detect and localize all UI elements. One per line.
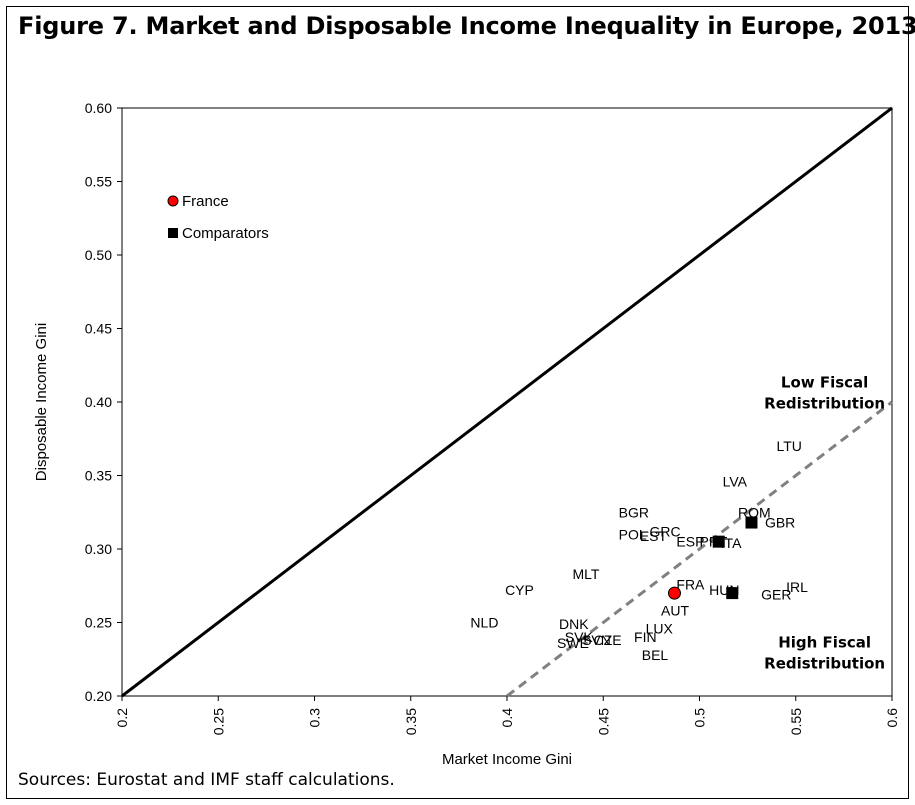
figure-frame bbox=[6, 6, 909, 799]
country-label: EST bbox=[640, 528, 668, 544]
legend-label: Comparators bbox=[182, 225, 269, 242]
x-axis-label: Market Income Gini bbox=[442, 751, 572, 768]
country-label: BGR bbox=[619, 504, 649, 520]
legend-marker-france bbox=[167, 195, 179, 207]
y-tick-label: 0.55 bbox=[85, 174, 112, 190]
country-label: POL bbox=[619, 526, 647, 542]
annotation-line: High Fiscal bbox=[778, 633, 871, 651]
country-label: ITA bbox=[721, 535, 742, 551]
country-label: LVA bbox=[723, 473, 748, 489]
figure-title: Figure 7. Market and Disposable Income I… bbox=[18, 12, 915, 40]
dashed-threshold-line bbox=[506, 400, 893, 698]
country-label: SWE bbox=[557, 635, 589, 651]
country-label: GRC bbox=[649, 523, 680, 539]
country-label: AUT bbox=[661, 603, 689, 619]
y-tick-label: 0.40 bbox=[85, 394, 112, 410]
x-tick-label: 0.25 bbox=[210, 708, 226, 735]
redistribution-annotation: High Fiscal Redistribution bbox=[764, 633, 885, 672]
country-label: BEL bbox=[642, 647, 669, 663]
country-label: IRL bbox=[786, 579, 808, 595]
reference-lines bbox=[121, 106, 893, 698]
annotation-line: Redistribution bbox=[764, 654, 885, 672]
annotations: Low Fiscal Redistribution High Fiscal Redis… bbox=[764, 373, 885, 672]
y-tick-label: 0.35 bbox=[85, 468, 112, 484]
legend-marker-comparators bbox=[168, 228, 178, 238]
x-tick-label: 0.45 bbox=[595, 708, 611, 735]
country-label: FIN bbox=[634, 629, 657, 645]
comparator-point bbox=[712, 535, 725, 548]
country-label: DNK bbox=[559, 616, 589, 632]
legend: France Comparators bbox=[167, 193, 269, 242]
country-label: ESP bbox=[676, 534, 704, 550]
country-label: ROM bbox=[738, 504, 771, 520]
diagonal-line bbox=[121, 106, 893, 698]
x-tick-label: 0.6 bbox=[884, 708, 900, 728]
country-label: GBR bbox=[765, 515, 795, 531]
country-label: LUX bbox=[646, 620, 674, 636]
y-axis-ticks: 0.20 0.25 0.30 0.35 0.40 0.45 0.50 0.55 0.60 bbox=[85, 100, 122, 704]
country-label: CZE bbox=[594, 632, 622, 648]
y-tick-label: 0.20 bbox=[85, 688, 112, 704]
redistribution-annotation: Low Fiscal Redistribution bbox=[764, 373, 885, 412]
x-axis-ticks: 0.2 0.25 0.3 0.35 0.4 0.45 0.5 0.55 0.6 bbox=[114, 696, 900, 735]
legend-label: France bbox=[182, 193, 229, 210]
figure-source: Sources: Eurostat and IMF staff calculat… bbox=[18, 770, 395, 790]
annotation-line: Redistribution bbox=[764, 394, 885, 412]
country-label: CYP bbox=[505, 582, 534, 598]
country-label: SVN bbox=[582, 632, 611, 648]
france-point bbox=[667, 586, 681, 600]
data-points bbox=[667, 516, 758, 600]
x-tick-label: 0.3 bbox=[307, 708, 323, 728]
y-tick-label: 0.45 bbox=[85, 321, 112, 337]
country-label: NLD bbox=[470, 615, 498, 631]
y-tick-label: 0.60 bbox=[85, 100, 112, 116]
comparator-point bbox=[726, 587, 739, 600]
x-tick-label: 0.2 bbox=[114, 708, 130, 728]
y-tick-label: 0.25 bbox=[85, 615, 112, 631]
y-axis-label: Disposable Income Gini bbox=[33, 323, 50, 481]
x-tick-label: 0.35 bbox=[403, 708, 419, 735]
country-labels: LTULVABGRROMGBRGRCPOLESTESPPRTITAMLTCYPF… bbox=[470, 438, 808, 663]
country-label: FRA bbox=[676, 576, 705, 592]
country-label: LTU bbox=[777, 438, 802, 454]
country-label: GER bbox=[761, 587, 791, 603]
annotation-line: Low Fiscal bbox=[781, 373, 868, 391]
country-label: MLT bbox=[572, 566, 599, 582]
comparator-point bbox=[745, 516, 758, 529]
x-tick-label: 0.5 bbox=[692, 708, 708, 728]
y-tick-label: 0.30 bbox=[85, 541, 112, 557]
x-tick-label: 0.4 bbox=[499, 708, 515, 728]
y-tick-label: 0.50 bbox=[85, 247, 112, 263]
country-label: SVK bbox=[565, 629, 594, 645]
x-tick-label: 0.55 bbox=[788, 708, 804, 735]
